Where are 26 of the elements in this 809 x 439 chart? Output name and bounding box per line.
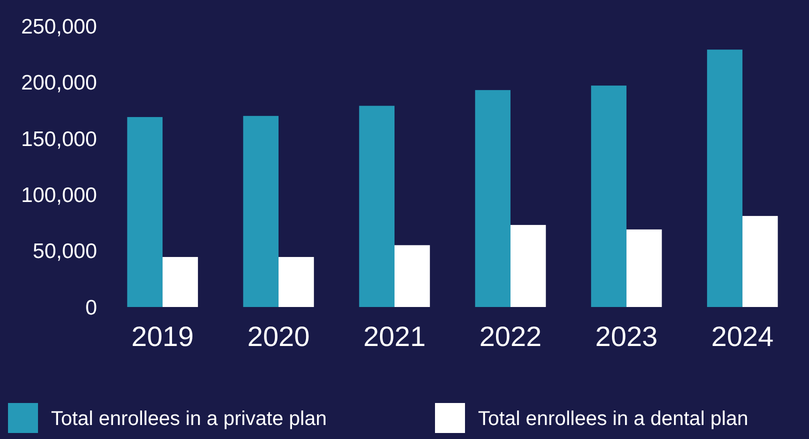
legend-label: Total enrollees in a private plan	[51, 408, 327, 430]
bar	[510, 224, 546, 307]
y-tick-label: 200,000	[21, 72, 97, 95]
x-tick-label: 2024	[711, 320, 774, 352]
y-tick-label: 250,000	[21, 15, 97, 38]
bar	[278, 256, 314, 307]
x-tick-label: 2023	[595, 320, 658, 352]
bar	[394, 245, 430, 307]
y-tick-label: 150,000	[21, 128, 97, 151]
legend-label: Total enrollees in a dental plan	[478, 408, 748, 430]
x-tick-label: 2021	[363, 320, 426, 352]
bar	[127, 117, 163, 307]
bar	[707, 50, 742, 307]
bar	[591, 86, 626, 307]
bar	[626, 229, 662, 307]
bar	[243, 116, 279, 307]
bar	[359, 106, 395, 307]
x-tick-label: 2020	[247, 320, 310, 352]
x-tick-label: 2022	[479, 320, 542, 352]
y-tick-label: 50,000	[32, 240, 97, 264]
y-tick-label: 0	[85, 296, 97, 320]
y-tick-label: 100,000	[21, 184, 97, 207]
bar	[162, 256, 198, 307]
bar	[742, 216, 778, 307]
x-tick-label: 2019	[131, 320, 194, 352]
bar	[475, 90, 510, 307]
